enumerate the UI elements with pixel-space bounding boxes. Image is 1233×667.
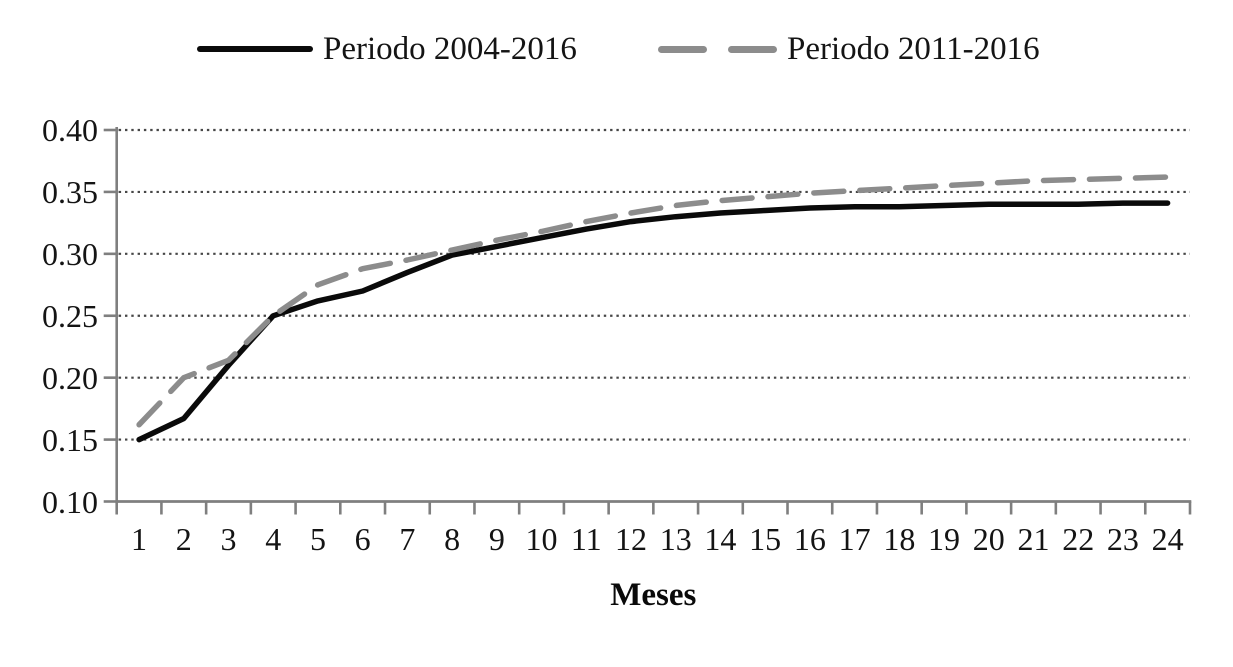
x-tick-label: 7 <box>399 521 416 557</box>
x-tick-label: 13 <box>659 521 692 557</box>
x-tick-label: 2 <box>175 521 192 557</box>
x-tick-label: 23 <box>1106 521 1139 557</box>
y-tick-label: 0.15 <box>42 421 98 458</box>
x-tick-label: 11 <box>570 521 602 557</box>
x-tick-label: 10 <box>525 521 558 557</box>
legend-line-swatch-solid <box>197 46 313 52</box>
legend-dash <box>728 45 777 53</box>
legend-item-periodo-2011-2016: Periodo 2011-2016 <box>658 26 1040 72</box>
legend-label: Periodo 2011-2016 <box>787 31 1040 67</box>
x-tick-label: 12 <box>614 521 647 557</box>
legend-item-periodo-2004-2016: Periodo 2004-2016 <box>197 26 577 72</box>
x-axis-title: Meses <box>610 577 697 613</box>
y-tick-label: 0.20 <box>42 359 98 396</box>
x-tick-label: 20 <box>972 521 1005 557</box>
y-tick-label: 0.10 <box>42 483 98 520</box>
series-line-periodo-2011-2016 <box>136 174 1171 428</box>
legend: Periodo 2004-2016 Periodo 2011-2016 <box>0 26 1233 72</box>
x-tick-label: 15 <box>749 521 782 557</box>
x-tick-label: 19 <box>928 521 961 557</box>
x-tick-label: 6 <box>354 521 371 557</box>
x-tick-label: 5 <box>309 521 326 557</box>
x-tick-label: 17 <box>838 521 871 557</box>
x-tick-label: 8 <box>444 521 461 557</box>
y-tick-label: 0.30 <box>42 235 98 272</box>
y-tick-label: 0.35 <box>42 173 98 210</box>
legend-dash <box>658 45 707 53</box>
y-tick-label: 0.40 <box>42 112 98 148</box>
legend-line-swatch-dashed <box>658 45 777 53</box>
x-tick-label: 1 <box>131 521 148 557</box>
series-line-periodo-2004-2016 <box>136 200 1171 443</box>
legend-label: Periodo 2004-2016 <box>323 31 577 67</box>
y-tick-label: 0.25 <box>42 297 98 334</box>
x-tick-label: 4 <box>265 521 282 557</box>
x-tick-label: 16 <box>793 521 826 557</box>
x-tick-label: 21 <box>1017 521 1050 557</box>
x-tick-label: 24 <box>1151 521 1184 557</box>
x-tick-label: 9 <box>488 521 505 557</box>
x-tick-label: 18 <box>883 521 916 557</box>
x-tick-label: 22 <box>1062 521 1095 557</box>
x-tick-label: 3 <box>220 521 237 557</box>
x-tick-label: 14 <box>704 521 737 557</box>
